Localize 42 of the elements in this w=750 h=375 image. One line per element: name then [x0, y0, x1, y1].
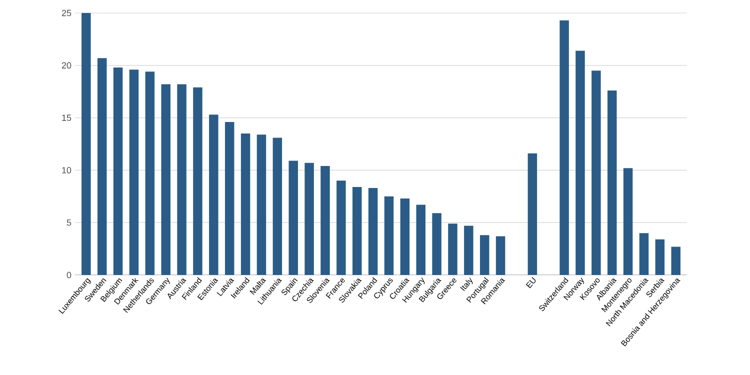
bar: [448, 224, 458, 275]
bar: [240, 134, 250, 275]
y-tick-label: 5: [66, 219, 72, 226]
bar: [288, 160, 298, 275]
bar: [256, 134, 266, 275]
bar: [464, 226, 474, 275]
bar: [480, 235, 490, 275]
bar: [82, 12, 91, 275]
bar: [97, 58, 107, 275]
bar: [113, 67, 123, 275]
bar: [576, 50, 585, 275]
bar: [496, 236, 506, 275]
bar: [129, 70, 139, 275]
bar: [623, 168, 633, 275]
bar: [209, 114, 218, 275]
y-tick-label: 0: [66, 272, 72, 278]
bar: [320, 166, 330, 275]
y-tick-label: 20: [62, 62, 72, 69]
bar: [560, 20, 569, 275]
y-tick-label: 10: [62, 167, 72, 174]
y-tick-label: 15: [62, 114, 72, 121]
bar: [352, 186, 362, 275]
bar: [671, 246, 680, 275]
bar: [193, 87, 202, 275]
bar: [592, 70, 601, 275]
bar: [400, 198, 410, 275]
bar: [639, 233, 649, 275]
y-tick-label: 25: [62, 10, 72, 16]
bar: [272, 138, 282, 275]
bar: [655, 239, 665, 275]
bar: [432, 213, 442, 275]
bar: [336, 180, 346, 275]
bar: [224, 122, 234, 275]
bar: [145, 72, 155, 275]
bar: [384, 196, 394, 275]
bar: [607, 90, 617, 275]
bar: [528, 153, 538, 275]
bar: [416, 204, 426, 275]
bar: [177, 84, 186, 275]
bar: [161, 84, 170, 275]
bar: [368, 188, 378, 275]
bar: [304, 162, 314, 275]
